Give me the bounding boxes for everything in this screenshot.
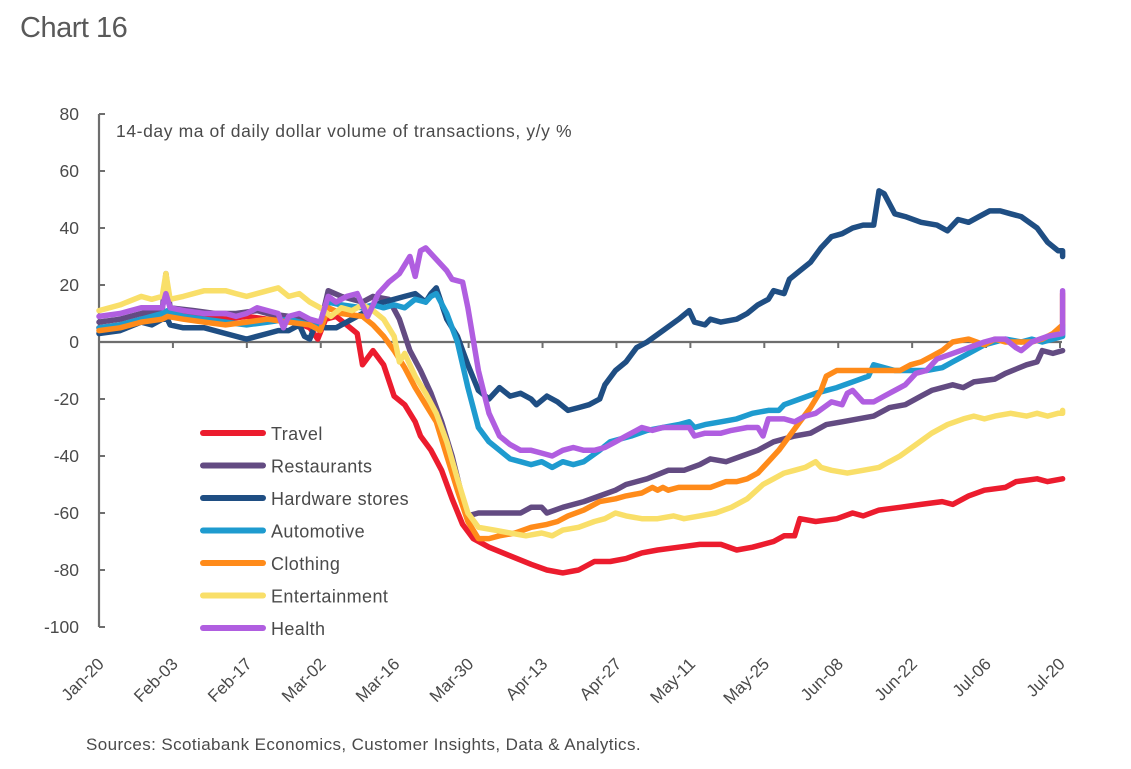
y-tick-label: -100 — [44, 617, 79, 637]
x-tick-label: Apr-13 — [502, 654, 552, 704]
legend-label-health: Health — [271, 619, 325, 639]
legend-label-automotive: Automotive — [271, 522, 365, 542]
y-tick-label: -40 — [54, 446, 80, 466]
legend: Travel Restaurants Hardware stores Automoti… — [200, 424, 409, 639]
x-tick-label: Feb-17 — [204, 654, 256, 706]
series-line-entertainment — [96, 270, 1066, 539]
chart-title: Chart 16 — [20, 12, 128, 44]
series-lines — [96, 188, 1066, 576]
x-tick-label: Jun-22 — [871, 654, 921, 704]
x-tick-label: Mar-30 — [426, 654, 478, 706]
source-note: Sources: Scotiabank Economics, Customer … — [86, 735, 641, 754]
legend-label-travel: Travel — [271, 424, 323, 444]
x-tick-label: Jul-20 — [1023, 654, 1069, 700]
x-tick-label: Jun-08 — [797, 654, 847, 704]
x-axis-tick-labels: Jan-20 Feb-03 Feb-17 Mar-02 Mar-16 Mar-30 Apr-… — [58, 654, 1069, 708]
y-tick-label: 80 — [60, 104, 80, 124]
legend-label-entertainment: Entertainment — [271, 587, 388, 607]
y-tick-label: 0 — [69, 332, 79, 352]
y-tick-label: -80 — [54, 560, 80, 580]
x-tick-label: Apr-27 — [576, 654, 626, 704]
x-tick-label: Jul-06 — [949, 654, 995, 700]
series-line-hardware-stores — [96, 188, 1066, 414]
legend-label-hardware-stores: Hardware stores — [271, 489, 409, 509]
legend-label-clothing: Clothing — [271, 554, 340, 574]
x-tick-label: May-11 — [647, 654, 700, 707]
axes — [97, 113, 1062, 628]
y-axis-tick-labels: 80 60 40 20 0 -20 -40 -60 -80 -100 — [44, 104, 79, 637]
x-tick-label: May-25 — [720, 654, 774, 708]
chart-subtitle: 14-day ma of daily dollar volume of tran… — [116, 121, 573, 141]
y-tick-label: -60 — [54, 503, 80, 523]
y-tick-label: 20 — [60, 275, 80, 295]
x-tick-label: Feb-03 — [130, 654, 182, 706]
series-line-restaurants — [96, 270, 1066, 519]
x-tick-label: Mar-02 — [278, 654, 330, 706]
legend-label-restaurants: Restaurants — [271, 457, 372, 477]
series-line-health — [96, 245, 1066, 459]
x-tick-label: Mar-16 — [352, 654, 404, 706]
y-tick-label: 40 — [60, 218, 80, 238]
x-tick-label: Jan-20 — [58, 654, 108, 704]
y-tick-label: 60 — [60, 161, 80, 181]
y-tick-label: -20 — [54, 389, 80, 409]
